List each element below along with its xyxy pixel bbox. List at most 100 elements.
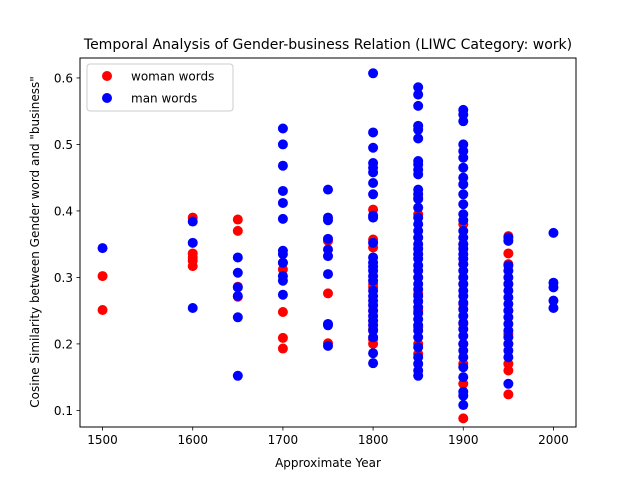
point-man-words-131 <box>458 330 469 341</box>
point-man-words-107 <box>458 162 469 173</box>
point-man-words-63 <box>413 100 424 111</box>
x-axis-label: Approximate Year <box>275 456 381 470</box>
point-woman-words-50 <box>503 248 514 259</box>
point-man-words-58 <box>368 332 379 343</box>
x-tick-label-1800: 1800 <box>358 433 389 447</box>
point-man-words-8 <box>232 312 243 323</box>
point-man-words-65 <box>413 124 424 135</box>
point-man-words-34 <box>368 142 379 153</box>
point-man-words-17 <box>277 249 288 260</box>
point-man-words-139 <box>458 400 469 411</box>
point-man-words-138 <box>458 390 469 401</box>
x-tick-label-1700: 1700 <box>268 433 299 447</box>
point-man-words-135 <box>458 362 469 373</box>
point-man-words-31 <box>323 340 333 351</box>
point-man-words-7 <box>232 291 243 302</box>
point-man-words-106 <box>458 152 469 163</box>
point-man-words-111 <box>458 199 469 210</box>
point-woman-words-15 <box>277 343 288 354</box>
point-man-words-12 <box>277 160 288 171</box>
point-man-words-33 <box>368 127 379 138</box>
point-man-words-59 <box>368 348 379 359</box>
point-man-words-0 <box>97 243 108 254</box>
point-man-words-30 <box>323 320 333 331</box>
point-man-words-9 <box>232 370 243 381</box>
x-tick-label-1500: 1500 <box>87 433 118 447</box>
point-man-words-62 <box>413 89 424 100</box>
point-man-words-113 <box>458 215 469 226</box>
point-man-words-141 <box>503 235 514 246</box>
point-man-words-18 <box>277 257 288 268</box>
point-man-words-100 <box>413 370 424 381</box>
point-man-words-96 <box>413 342 424 353</box>
y-tick-label-0.2: 0.2 <box>54 337 73 351</box>
plot-area <box>97 68 559 424</box>
y-tick-label-0.4: 0.4 <box>54 204 73 218</box>
point-man-words-109 <box>458 179 469 190</box>
point-man-words-10 <box>277 123 288 134</box>
y-tick-label-0.3: 0.3 <box>54 271 73 285</box>
point-man-words-4 <box>232 252 243 263</box>
point-man-words-41 <box>368 212 379 223</box>
point-man-words-110 <box>458 189 469 200</box>
y-tick-label-0.1: 0.1 <box>54 404 73 418</box>
point-man-words-28 <box>323 269 333 280</box>
point-man-words-73 <box>413 193 424 204</box>
point-man-words-42 <box>368 237 379 248</box>
legend-box <box>86 63 234 112</box>
legend-marker-woman-words <box>102 71 112 81</box>
point-man-words-32 <box>368 68 379 79</box>
point-man-words-161 <box>548 295 559 306</box>
point-man-words-134 <box>458 352 469 363</box>
point-man-words-20 <box>277 275 288 286</box>
point-man-words-1 <box>187 216 198 227</box>
point-man-words-13 <box>277 185 288 196</box>
point-woman-words-8 <box>232 225 243 236</box>
point-man-words-160 <box>548 282 559 293</box>
x-tick-label-1900: 1900 <box>448 433 479 447</box>
point-man-words-103 <box>458 116 469 127</box>
point-man-words-136 <box>458 372 469 383</box>
legend-label-woman-words: woman words <box>131 70 214 84</box>
y-tick-label-0.6: 0.6 <box>54 71 73 85</box>
point-man-words-74 <box>413 202 424 213</box>
point-man-words-22 <box>323 184 333 195</box>
point-woman-words-17 <box>323 288 333 299</box>
point-man-words-11 <box>277 139 288 150</box>
point-man-words-2 <box>187 237 198 248</box>
point-man-words-21 <box>277 289 288 300</box>
point-man-words-162 <box>548 302 559 313</box>
point-woman-words-58 <box>503 389 514 400</box>
point-man-words-6 <box>232 282 243 293</box>
legend-label-man-words: man words <box>131 92 197 106</box>
x-tick-label-2000: 2000 <box>538 433 569 447</box>
point-man-words-48 <box>368 275 379 286</box>
point-woman-words-14 <box>277 332 288 343</box>
legend-marker-man-words <box>102 93 112 103</box>
point-man-words-15 <box>277 213 288 224</box>
point-man-words-37 <box>368 167 379 178</box>
point-man-words-14 <box>277 197 288 208</box>
point-man-words-60 <box>368 358 379 369</box>
point-woman-words-1 <box>97 304 108 315</box>
chart-title: Temporal Analysis of Gender-business Rel… <box>83 37 572 53</box>
axes-frame <box>79 57 577 428</box>
point-woman-words-48 <box>458 413 469 424</box>
point-man-words-39 <box>368 189 379 200</box>
point-man-words-27 <box>323 251 333 262</box>
point-man-words-25 <box>323 233 333 244</box>
point-woman-words-13 <box>277 306 288 317</box>
point-man-words-157 <box>503 378 514 389</box>
point-man-words-95 <box>413 332 424 343</box>
point-man-words-158 <box>548 227 559 238</box>
x-tick-label-1600: 1600 <box>177 433 208 447</box>
point-man-words-61 <box>413 82 424 93</box>
point-woman-words-57 <box>503 365 514 376</box>
y-tick-label-0.5: 0.5 <box>54 138 73 152</box>
point-man-words-156 <box>503 352 514 363</box>
point-man-words-70 <box>413 169 424 180</box>
y-axis: 0.1 0.2 0.3 0.4 0.5 0.6 <box>54 71 80 418</box>
legend: woman words man words <box>86 63 234 112</box>
point-man-words-38 <box>368 177 379 188</box>
point-man-words-66 <box>413 133 424 144</box>
